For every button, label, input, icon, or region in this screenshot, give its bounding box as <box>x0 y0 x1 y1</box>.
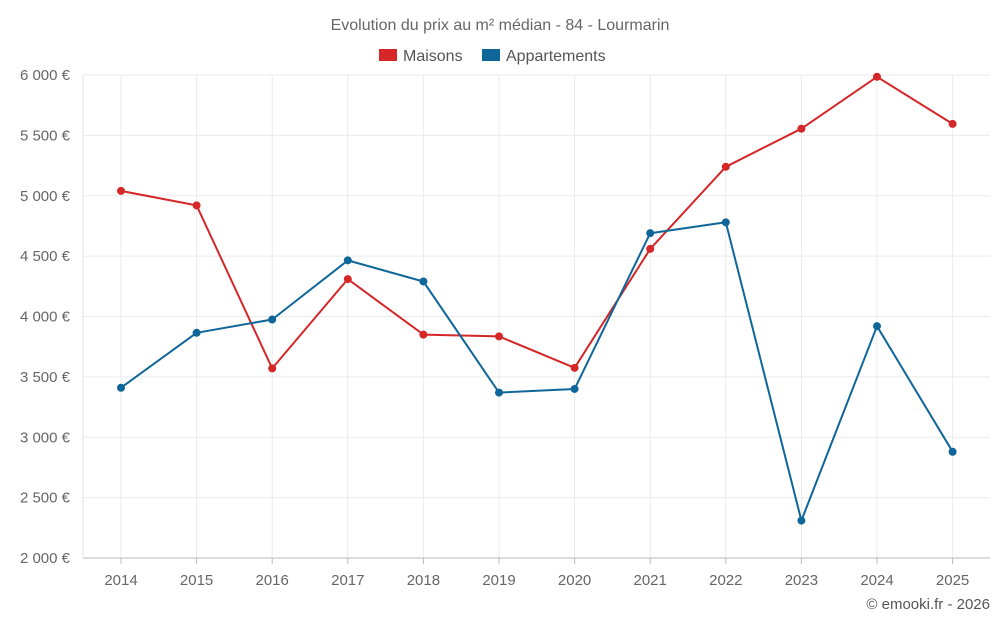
x-tick-label: 2016 <box>256 572 289 589</box>
x-tick-label: 2018 <box>407 572 440 589</box>
data-point-maisons[interactable] <box>570 363 579 372</box>
x-tick-label: 2023 <box>785 572 818 589</box>
chart-title: Evolution du prix au m² médian - 84 - Lo… <box>331 17 670 34</box>
data-point-appartements[interactable] <box>268 315 277 324</box>
y-axis-tick-labels: 2 000 € 2 500 € 3 000 € 3 500 € 4 000 € 4 500… <box>20 67 71 567</box>
data-point-appartements[interactable] <box>797 516 806 525</box>
x-tick-label: 2019 <box>482 572 515 589</box>
y-tick-label: 2 500 € <box>20 490 71 507</box>
data-point-appartements[interactable] <box>343 256 352 265</box>
y-tick-label: 3 000 € <box>20 429 71 446</box>
data-point-appartements[interactable] <box>495 388 503 397</box>
data-point-appartements[interactable] <box>419 277 428 286</box>
legend-item-maisons[interactable]: Maisons <box>379 48 463 65</box>
x-tick-label: 2015 <box>180 572 213 589</box>
y-tick-label: 4 000 € <box>20 309 71 326</box>
data-point-maisons[interactable] <box>721 162 730 171</box>
data-point-maisons[interactable] <box>646 244 655 253</box>
x-tick-label: 2020 <box>558 572 591 589</box>
data-point-appartements[interactable] <box>117 383 125 392</box>
x-axis-tick-labels: 2014 2015 2016 2017 2018 2019 2020 2021 2022 2023… <box>104 572 969 589</box>
credit-text: © emooki.fr - 2026 <box>866 596 990 613</box>
data-point-maisons[interactable] <box>419 330 428 339</box>
y-tick-label: 4 500 € <box>20 248 71 265</box>
y-tick-label: 5 500 € <box>20 127 71 144</box>
x-tick-label: 2021 <box>634 572 667 589</box>
x-tick-label: 2017 <box>331 572 364 589</box>
data-point-appartements[interactable] <box>646 229 655 238</box>
legend-swatch-appartements <box>482 49 500 61</box>
series-points <box>117 72 957 525</box>
axes <box>82 75 990 564</box>
data-point-maisons[interactable] <box>268 364 277 373</box>
y-tick-label: 2 000 € <box>20 550 71 567</box>
data-point-appartements[interactable] <box>948 447 957 456</box>
grid <box>83 74 990 559</box>
x-tick-label: 2024 <box>860 572 893 589</box>
data-point-appartements[interactable] <box>721 218 730 227</box>
x-tick-label: 2025 <box>936 572 969 589</box>
legend-item-appartements[interactable]: Appartements <box>482 48 606 65</box>
legend-label-appartements: Appartements <box>506 48 606 65</box>
series-line-maisons <box>120 75 954 370</box>
x-tick-label: 2022 <box>709 572 742 589</box>
data-point-appartements[interactable] <box>873 322 881 331</box>
legend-label-maisons: Maisons <box>403 48 463 65</box>
legend-swatch-maisons <box>379 49 397 61</box>
data-point-maisons[interactable] <box>948 119 957 128</box>
data-point-maisons[interactable] <box>192 201 201 210</box>
data-point-maisons[interactable] <box>495 332 503 341</box>
data-point-appartements[interactable] <box>192 328 201 337</box>
data-point-appartements[interactable] <box>570 384 579 393</box>
legend: Maisons Appartements <box>379 48 606 65</box>
data-point-maisons[interactable] <box>343 275 352 284</box>
series-lines <box>120 75 954 522</box>
y-tick-label: 5 000 € <box>20 188 71 205</box>
data-point-maisons[interactable] <box>873 72 881 81</box>
y-tick-label: 6 000 € <box>20 67 71 84</box>
data-point-maisons[interactable] <box>797 124 806 133</box>
series-line-appartements <box>120 221 954 522</box>
y-tick-label: 3 500 € <box>20 369 71 386</box>
x-tick-label: 2014 <box>104 572 137 589</box>
data-point-maisons[interactable] <box>117 186 125 195</box>
